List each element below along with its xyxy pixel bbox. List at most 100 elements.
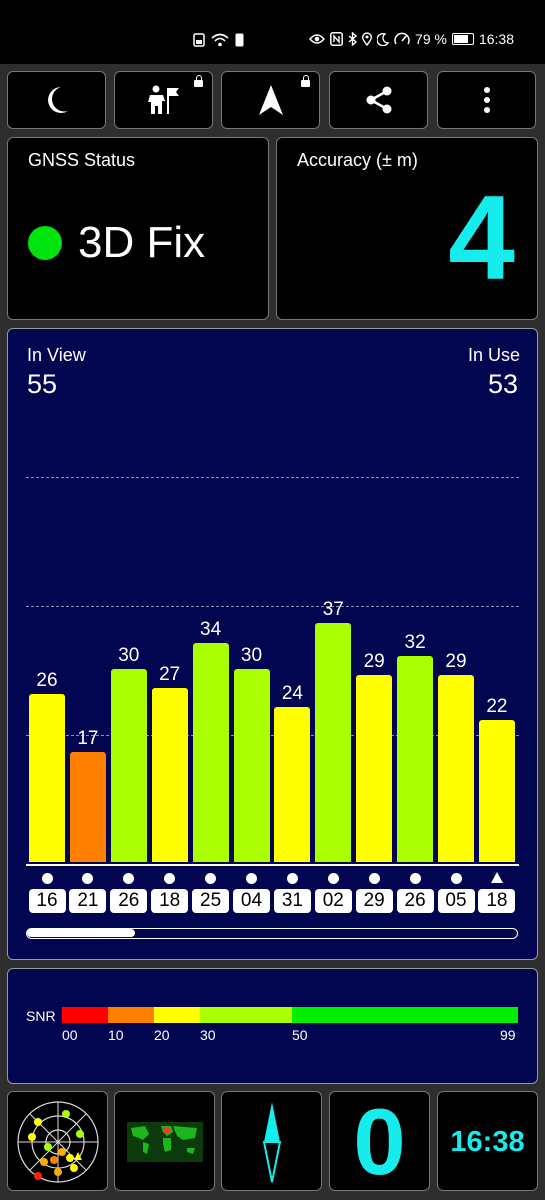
satellite-prn-label[interactable]: 18 [478, 889, 516, 913]
eye-icon [309, 34, 326, 44]
snr-bar-value: 29 [445, 650, 467, 672]
fix-indicator-dot [28, 226, 62, 260]
snr-tick-label: 30 [200, 1027, 216, 1043]
satellite-used-dot-marker [205, 873, 217, 884]
satellite-used-dot-marker [450, 873, 462, 884]
clock-value: 16:38 [450, 1126, 525, 1158]
snr-bar-value: 29 [363, 650, 385, 672]
bluetooth-icon [348, 32, 358, 46]
snr-bar [192, 642, 229, 862]
satellite-prn-label[interactable]: 05 [437, 889, 475, 913]
battery-percent: 79 % [415, 31, 447, 47]
more-vertical-icon [483, 87, 490, 113]
snr-bar [438, 674, 474, 862]
in-view-label: In View [27, 345, 86, 365]
snr-tick-label: 20 [154, 1027, 170, 1043]
speed-value: 0 [353, 1091, 406, 1191]
sky-view-button[interactable] [7, 1091, 108, 1191]
satellite-prn-label[interactable]: 18 [151, 889, 189, 913]
clock-button[interactable]: 16:38 [437, 1091, 538, 1191]
satellite-used-dot-marker [246, 873, 257, 884]
snr-bar-value: 34 [200, 618, 222, 640]
nfc-icon [330, 32, 343, 46]
satellite-prn-label[interactable]: 29 [355, 889, 393, 913]
share-button[interactable] [329, 71, 428, 129]
navigation-arrow-icon [258, 85, 283, 115]
status-icons-left [193, 33, 244, 47]
satellite-prn-label[interactable]: 26 [110, 889, 148, 913]
world-map-button[interactable] [114, 1091, 215, 1191]
snr-bar-value: 30 [240, 644, 263, 666]
gnss-status-card[interactable]: GNSS Status 3D Fix [7, 137, 269, 320]
satellite-used-dot-marker [41, 873, 53, 884]
snr-bar-value: 32 [404, 631, 426, 653]
accuracy-card[interactable]: Accuracy (± m) 4 [276, 137, 538, 320]
satellite-used-dot-marker [368, 873, 380, 884]
lock-icon [301, 75, 310, 87]
night-mode-button[interactable] [7, 71, 106, 129]
satellite-used-triangle-marker [490, 872, 503, 883]
share-icon [366, 86, 391, 114]
image-icon [193, 33, 205, 47]
grid-line [26, 735, 519, 736]
moon-icon [47, 87, 68, 113]
grid-line [26, 606, 519, 607]
wifi-icon [211, 33, 229, 47]
satellite-prn-label[interactable]: 25 [192, 889, 230, 913]
satellite-snr-panel[interactable]: In View 55 In Use 53 26 16 17 21 30 26 27 18 34 2… [7, 328, 538, 960]
snr-color-segment [154, 1007, 200, 1023]
sky-plot-icon [17, 1101, 99, 1183]
moon-icon [377, 32, 390, 46]
snr-tick-label: 00 [62, 1027, 78, 1043]
scrollbar-thumb[interactable] [27, 929, 135, 937]
snr-bar-value: 27 [159, 663, 181, 685]
more-options-button[interactable] [437, 71, 536, 129]
satellite-prn-label[interactable]: 16 [28, 889, 66, 913]
snr-bar [356, 674, 393, 862]
satellite-used-dot-marker [123, 873, 135, 884]
snr-tick-label: 50 [292, 1027, 308, 1043]
satellite-scrollbar[interactable] [26, 928, 518, 939]
satellite-used-dot-marker [82, 873, 94, 884]
satellite-prn-label[interactable]: 31 [273, 889, 311, 913]
status-bar: 79 % 16:38 [0, 0, 545, 64]
snr-color-segment [292, 1007, 518, 1023]
satellite-prn-label[interactable]: 26 [396, 889, 434, 913]
snr-bar-value: 17 [77, 728, 99, 750]
snr-bar [69, 752, 106, 862]
person-flag-icon [147, 85, 179, 114]
speed-button[interactable]: 0 [329, 1091, 430, 1191]
satellite-used-dot-marker [164, 873, 176, 884]
fix-status-value: 3D Fix [78, 218, 206, 267]
speed-icon [394, 32, 410, 45]
snr-tick-label: 99 [500, 1027, 516, 1043]
satellite-used-dot-marker [409, 873, 421, 884]
snr-legend-panel: SNR 00 10 20 30 50 99 [7, 968, 538, 1084]
accuracy-value: 4 [448, 171, 515, 305]
snr-bar-value: 24 [281, 683, 303, 705]
snr-bar [151, 687, 188, 862]
snr-color-segment [108, 1007, 154, 1023]
satellite-prn-label[interactable]: 21 [69, 889, 107, 913]
satellite-used-dot-marker [327, 873, 339, 884]
satellite-prn-label[interactable]: 04 [233, 889, 270, 913]
grid-line [26, 477, 519, 478]
snr-bar [478, 720, 515, 862]
compass-button[interactable] [221, 1091, 322, 1191]
in-view-value: 55 [27, 369, 58, 399]
snr-tick-label: 10 [108, 1027, 124, 1043]
snr-bar-value: 37 [322, 599, 344, 621]
snr-bar [233, 668, 270, 862]
in-use-label: In Use [467, 345, 520, 365]
snr-bar [397, 655, 434, 862]
gnss-status-title: GNSS Status [28, 150, 136, 170]
person-flag-button[interactable] [114, 71, 213, 129]
snr-bar-value: 22 [486, 696, 508, 718]
navigation-button[interactable] [221, 71, 320, 129]
status-icons-right: 79 % 16:38 [309, 31, 514, 47]
battery-icon [451, 33, 474, 45]
satellite-prn-label[interactable]: 02 [314, 889, 352, 913]
sim-icon [235, 33, 244, 47]
snr-color-segment [62, 1007, 108, 1023]
snr-label: SNR [26, 1008, 56, 1024]
